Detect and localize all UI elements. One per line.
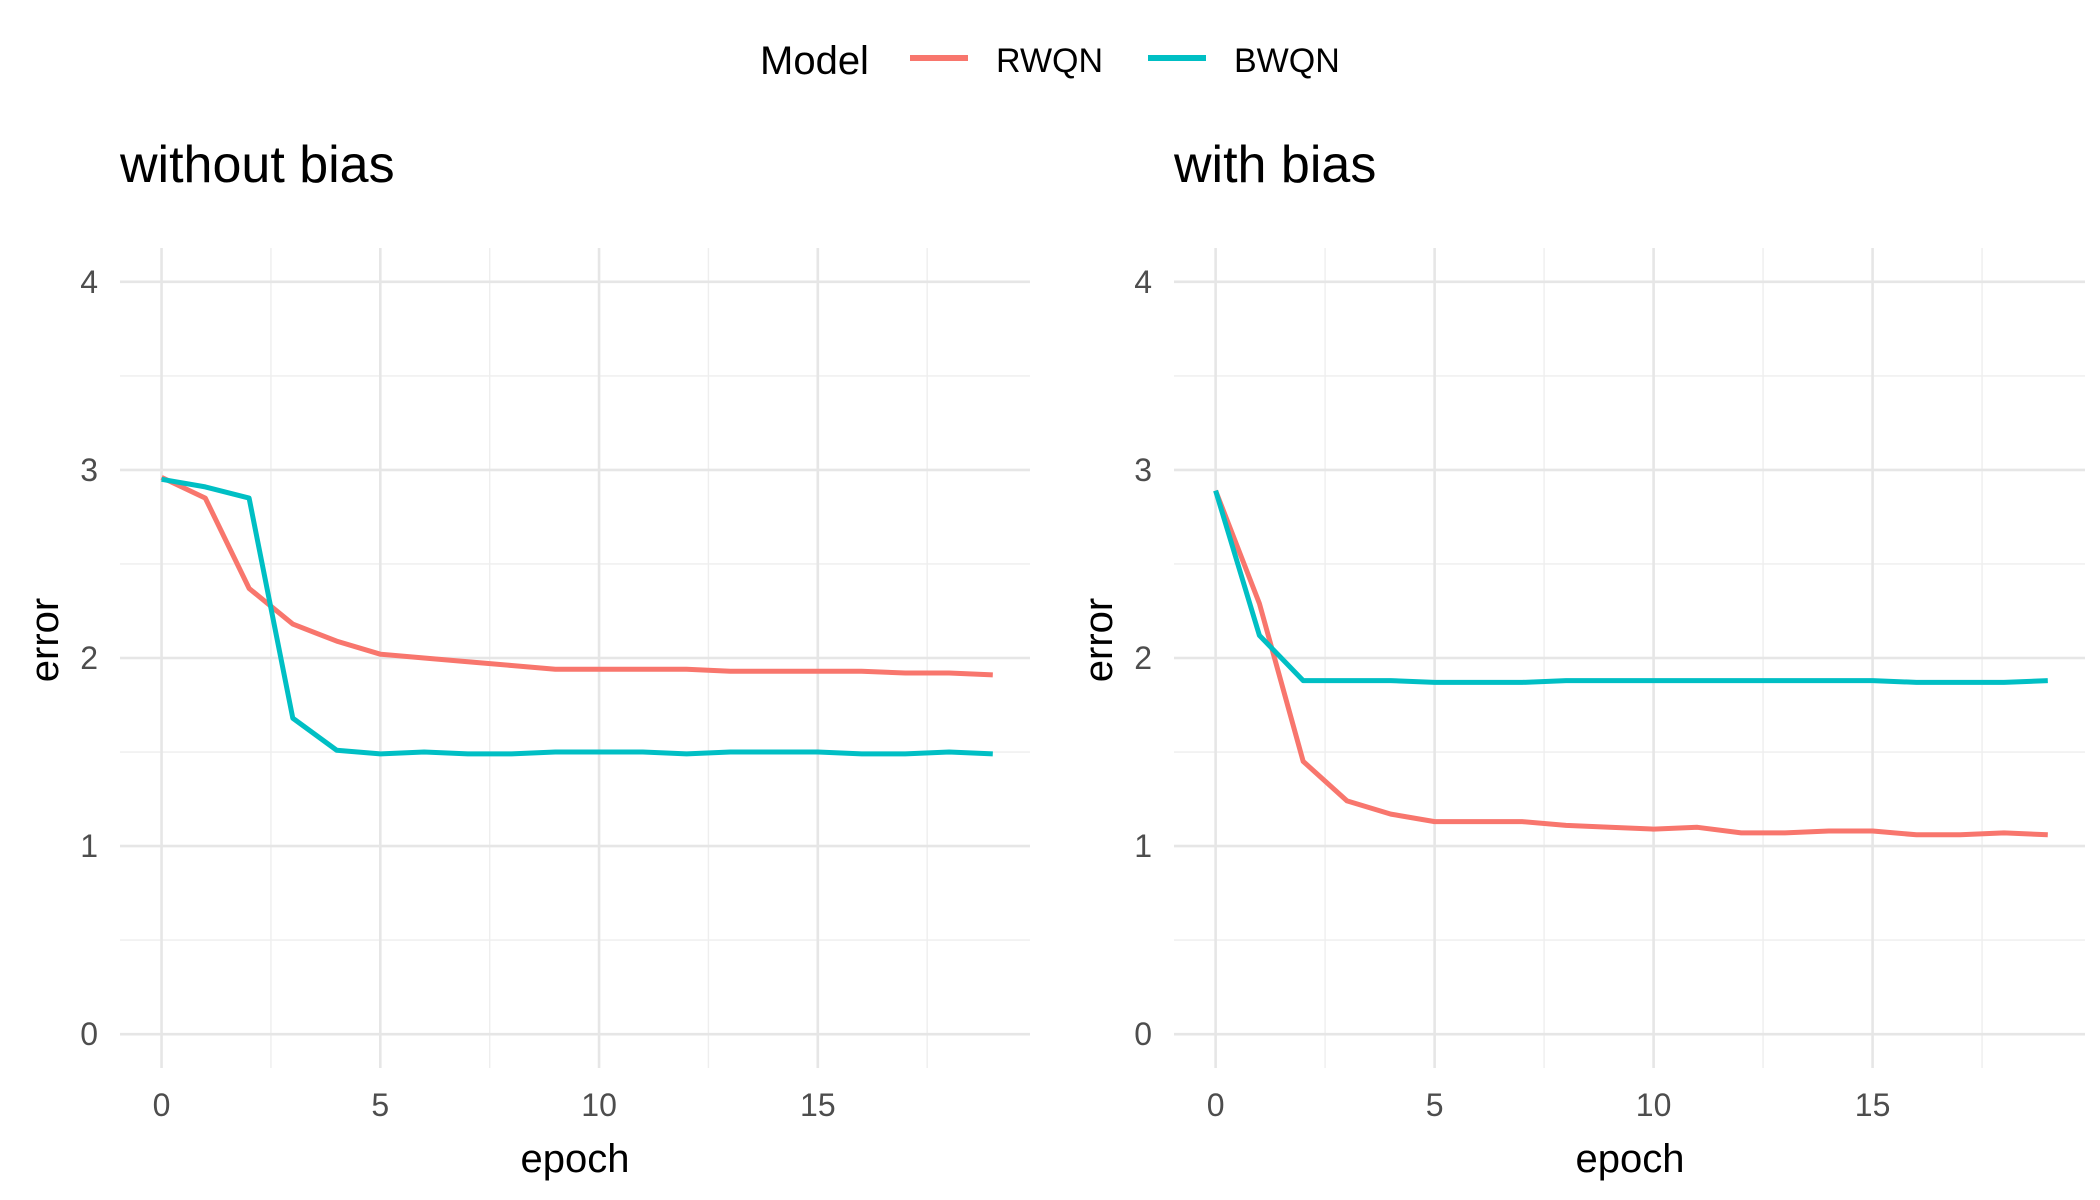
y-tick-label: 2 (80, 640, 98, 676)
x-tick-label: 0 (153, 1087, 171, 1123)
y-axis-label: error (1077, 598, 1121, 682)
series-lines (1213, 489, 2048, 838)
legend-label-rwqn: RWQN (996, 42, 1103, 80)
series-line-bwqn (1213, 489, 2048, 685)
y-tick-label: 0 (1134, 1016, 1152, 1052)
x-axis-label: epoch (521, 1137, 630, 1181)
x-tick-label: 5 (371, 1087, 389, 1123)
x-tick-label: 10 (581, 1087, 617, 1123)
y-tick-label: 4 (80, 264, 98, 300)
series-line-rwqn (1213, 489, 2048, 838)
panel-title: without bias (119, 136, 395, 194)
panel-without-bias: 0 5 10 15 0 1 2 3 4 without bias epoch error (23, 136, 1030, 1181)
legend-title: Model (760, 39, 869, 83)
series-line-rwqn (160, 475, 993, 678)
y-tick-label: 4 (1134, 264, 1152, 300)
series-lines (160, 475, 993, 757)
y-tick-label: 1 (1134, 828, 1152, 864)
y-tick-label: 3 (1134, 452, 1152, 488)
y-tick-label: 3 (80, 452, 98, 488)
y-tick-label: 2 (1134, 640, 1152, 676)
legend-label-bwqn: BWQN (1234, 42, 1340, 80)
tick-labels: 0 5 10 15 0 1 2 3 4 (1134, 264, 1890, 1123)
x-tick-label: 5 (1426, 1087, 1444, 1123)
legend: Model RWQN BWQN (760, 39, 1340, 83)
panel-with-bias: 0 5 10 15 0 1 2 3 4 with bias epoch error (1077, 136, 2085, 1181)
x-axis-label: epoch (1576, 1137, 1685, 1181)
panel-title: with bias (1173, 136, 1376, 194)
major-grid (1174, 248, 2085, 1068)
y-axis-label: error (23, 598, 67, 682)
x-tick-label: 15 (800, 1087, 836, 1123)
series-line-bwqn (161, 476, 993, 757)
x-tick-label: 15 (1855, 1087, 1891, 1123)
y-tick-label: 0 (80, 1016, 98, 1052)
tick-labels: 0 5 10 15 0 1 2 3 4 (80, 264, 835, 1123)
x-tick-label: 0 (1207, 1087, 1225, 1123)
major-grid (120, 248, 1030, 1068)
x-tick-label: 10 (1636, 1087, 1672, 1123)
y-tick-label: 1 (80, 828, 98, 864)
